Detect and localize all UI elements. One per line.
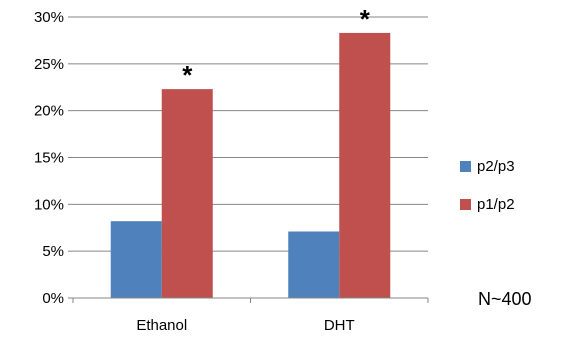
x-axis (72, 297, 429, 303)
significance-asterisk: * (360, 4, 371, 34)
legend-item-p2-p3: p2/p3 (460, 147, 515, 185)
y-tick-label: 20% (34, 103, 64, 120)
legend: p2/p3 p1/p2 (460, 147, 515, 223)
legend-label-p1-p2: p1/p2 (477, 195, 515, 213)
sample-size-note: N~400 (478, 289, 532, 309)
y-tick-label: 15% (34, 150, 64, 167)
bar-p1-p2-dht (339, 32, 391, 298)
bars (110, 32, 391, 298)
legend-item-p1-p2: p1/p2 (460, 185, 515, 223)
significance-asterisk: * (182, 60, 193, 90)
y-tick-label: 5% (42, 243, 64, 260)
y-tick-label: 30% (34, 9, 64, 26)
x-tick-label: Ethanol (136, 317, 187, 334)
y-tick-label: 0% (42, 290, 64, 307)
y-tick-label: 25% (34, 56, 64, 73)
legend-swatch-p2-p3 (460, 160, 471, 172)
bar-p2-p3-dht (288, 231, 340, 298)
legend-swatch-p1-p2 (460, 198, 471, 210)
y-axis-tick-labels: 0% 5% 10% 15% 20% 25% 30% (34, 9, 64, 307)
x-tick-label: DHT (324, 317, 355, 334)
legend-label-p2-p3: p2/p3 (477, 157, 515, 175)
bar-p1-p2-ethanol (161, 89, 213, 298)
bar-p2-p3-ethanol (110, 221, 162, 298)
y-tick-label: 10% (34, 196, 64, 213)
significance-annotations: ** (182, 4, 371, 90)
x-axis-tick-labels: Ethanol DHT (136, 317, 354, 334)
